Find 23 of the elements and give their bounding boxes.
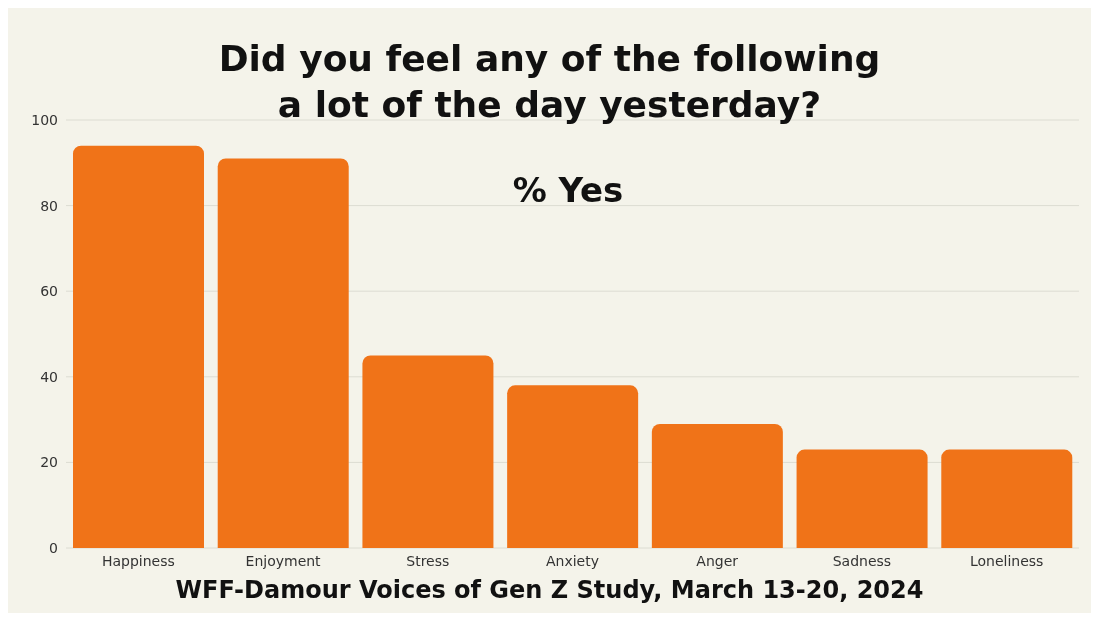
- y-tick-label: 20: [40, 454, 58, 471]
- y-tick-label: 0: [49, 539, 58, 556]
- y-tick-label: 40: [40, 368, 58, 385]
- x-tick-label: Loneliness: [969, 552, 1044, 569]
- bar: [651, 423, 783, 548]
- y-tick-label: 60: [40, 283, 58, 300]
- bar: [73, 145, 204, 548]
- x-tick-label: Sadness: [832, 552, 892, 569]
- x-tick-label: Happiness: [101, 552, 175, 569]
- bar: [796, 449, 928, 548]
- x-tick-label: Stress: [406, 552, 450, 569]
- y-tick-label: 80: [40, 197, 58, 214]
- bar: [217, 158, 349, 548]
- text: WFF-Damour Voices of Gen Z Study, March 13-20, 2024: [174, 576, 925, 604]
- x-tick-label: Enjoyment: [245, 552, 322, 569]
- bar: [941, 449, 1073, 548]
- x-tick-label: Anger: [696, 552, 739, 569]
- y-tick-label: 100: [31, 111, 58, 128]
- x-tick-label: Anxiety: [545, 552, 600, 569]
- bar: [362, 355, 494, 548]
- chart-title: Did you feel any of the following a lot of the day yesterday?: [218, 38, 881, 125]
- text: % Yes: [511, 170, 625, 210]
- bar: [507, 385, 639, 548]
